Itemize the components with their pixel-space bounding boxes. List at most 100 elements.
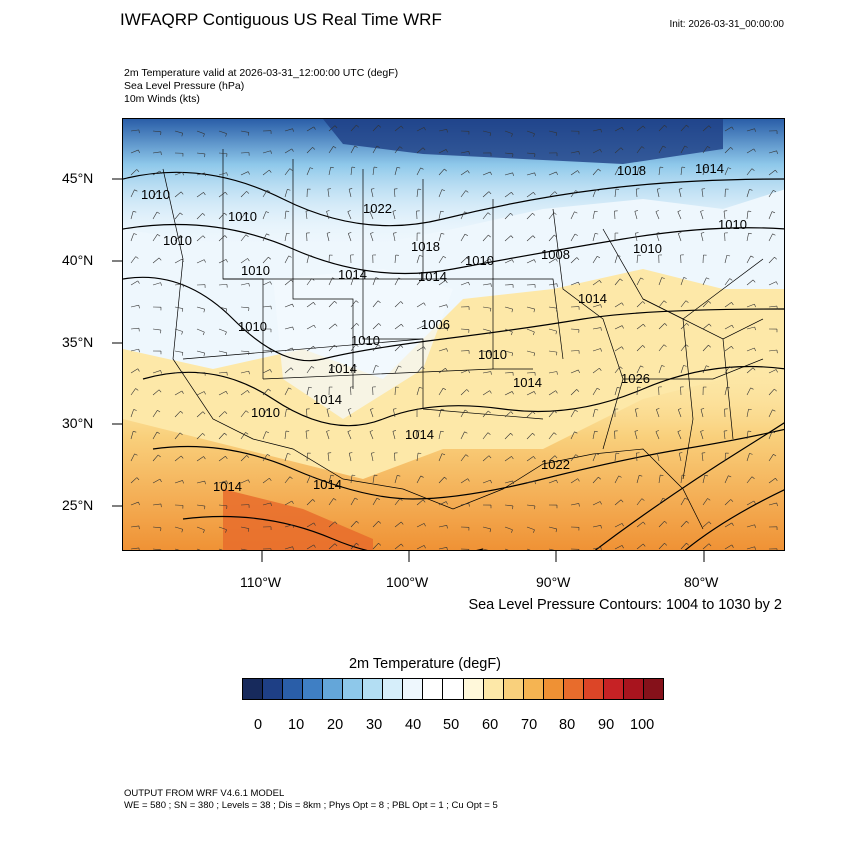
wind-barb-flag	[576, 389, 580, 392]
wind-barb-flag	[246, 455, 250, 458]
wind-barb-flag	[224, 235, 228, 239]
wind-barb-flag	[397, 475, 401, 477]
wind-barb	[130, 525, 139, 528]
wind-barb-flag	[376, 145, 380, 148]
wind-barb	[394, 301, 401, 308]
wind-barb-flag	[773, 454, 777, 457]
wind-barb	[240, 234, 247, 242]
wind-barb	[130, 348, 139, 352]
wind-barb	[570, 409, 576, 418]
wind-barb	[284, 476, 291, 484]
wind-barb-flag	[663, 300, 667, 303]
wind-barb	[370, 189, 374, 198]
wind-barb-flag	[731, 302, 734, 306]
wind-barb	[328, 167, 331, 176]
wind-barb-flag	[423, 325, 426, 329]
wind-barb	[174, 283, 183, 286]
wind-barb-flag	[334, 323, 338, 327]
wind-barb-flag	[225, 352, 228, 357]
wind-barb	[656, 189, 660, 198]
wind-barb-flag	[656, 408, 660, 410]
wind-barb-flag	[511, 456, 514, 460]
wind-barb	[460, 170, 468, 176]
wind-barb-flag	[490, 283, 492, 287]
wind-barb	[548, 455, 556, 462]
wind-barb-flag	[398, 277, 402, 280]
wind-barb-flag	[464, 409, 468, 412]
wind-barb-flag	[510, 433, 514, 436]
weather-map: 1010 1010 1010 1022 1018 1018 1014 1010 …	[122, 118, 785, 551]
wind-barb-flag	[326, 430, 330, 432]
wind-barb-flag	[467, 478, 470, 482]
wind-barb-flag	[664, 520, 668, 524]
wind-barb-flag	[775, 369, 778, 373]
wind-barb	[416, 255, 420, 264]
wind-barb	[152, 257, 160, 264]
wind-barb	[482, 390, 490, 396]
wind-barb-flag	[133, 431, 137, 433]
wind-barb	[658, 475, 661, 484]
subtitle-winds: 10m Winds (kts)	[124, 93, 200, 105]
wind-barb	[658, 167, 661, 176]
wind-barb	[306, 544, 315, 550]
wind-barb-flag	[635, 232, 639, 234]
wind-barb-flag	[370, 232, 374, 234]
wind-barb	[240, 212, 246, 220]
wind-barb	[768, 211, 773, 220]
wind-barb-flag	[245, 234, 249, 237]
wind-barb	[526, 391, 535, 396]
wind-barb-flag	[532, 235, 536, 239]
wind-barb	[348, 189, 352, 198]
wind-barb-flag	[600, 547, 602, 550]
wind-barb-flag	[225, 259, 228, 263]
wind-barb	[284, 367, 292, 374]
wind-barb-flag	[600, 348, 602, 352]
wind-barb-flag	[729, 278, 733, 281]
wind-barb	[636, 125, 644, 132]
colorbar-swatch	[423, 679, 444, 699]
wind-barb-flag	[750, 387, 754, 390]
wind-barb-flag	[466, 257, 470, 261]
wind-barb	[614, 325, 623, 330]
wind-barb	[393, 233, 396, 242]
wind-barb	[482, 432, 489, 440]
wind-barb	[372, 323, 379, 330]
wind-barb	[460, 151, 469, 154]
wind-barb	[680, 300, 687, 308]
wind-barb	[724, 324, 733, 330]
wind-barb	[174, 328, 183, 332]
wind-barb-flag	[685, 300, 689, 303]
wind-barb	[393, 189, 396, 198]
wind-barb	[746, 128, 755, 132]
lon-label-90w: 90°W	[536, 574, 571, 590]
wind-barb-flag	[158, 454, 161, 458]
wind-barb	[548, 479, 557, 484]
wind-barb-flag	[726, 254, 731, 257]
wind-barb	[130, 409, 134, 418]
wind-barb-flag	[354, 497, 358, 500]
wind-barb	[262, 233, 267, 242]
wind-barb-flag	[225, 331, 227, 335]
wind-barb	[305, 431, 308, 440]
wind-barb-flag	[378, 542, 382, 546]
wind-barb	[196, 456, 204, 462]
wind-barb	[130, 327, 139, 330]
wind-barb	[634, 431, 638, 440]
wind-barb	[438, 149, 447, 154]
wind-barb-flag	[641, 146, 645, 149]
wind-barb	[196, 504, 205, 507]
wind-barb-flag	[326, 408, 331, 410]
wind-barb	[746, 168, 753, 176]
wind-barb	[348, 453, 352, 462]
wind-barb-flag	[287, 189, 291, 191]
wind-barb-flag	[728, 475, 732, 478]
wind-barb	[680, 145, 686, 154]
wind-barb	[592, 546, 601, 550]
wind-barb	[326, 431, 330, 440]
wind-barb	[746, 546, 755, 550]
wind-barb-flag	[378, 521, 382, 524]
wind-barb	[702, 146, 708, 154]
wind-barb	[370, 233, 374, 242]
wind-barb	[174, 258, 183, 264]
wind-barb	[592, 387, 598, 396]
